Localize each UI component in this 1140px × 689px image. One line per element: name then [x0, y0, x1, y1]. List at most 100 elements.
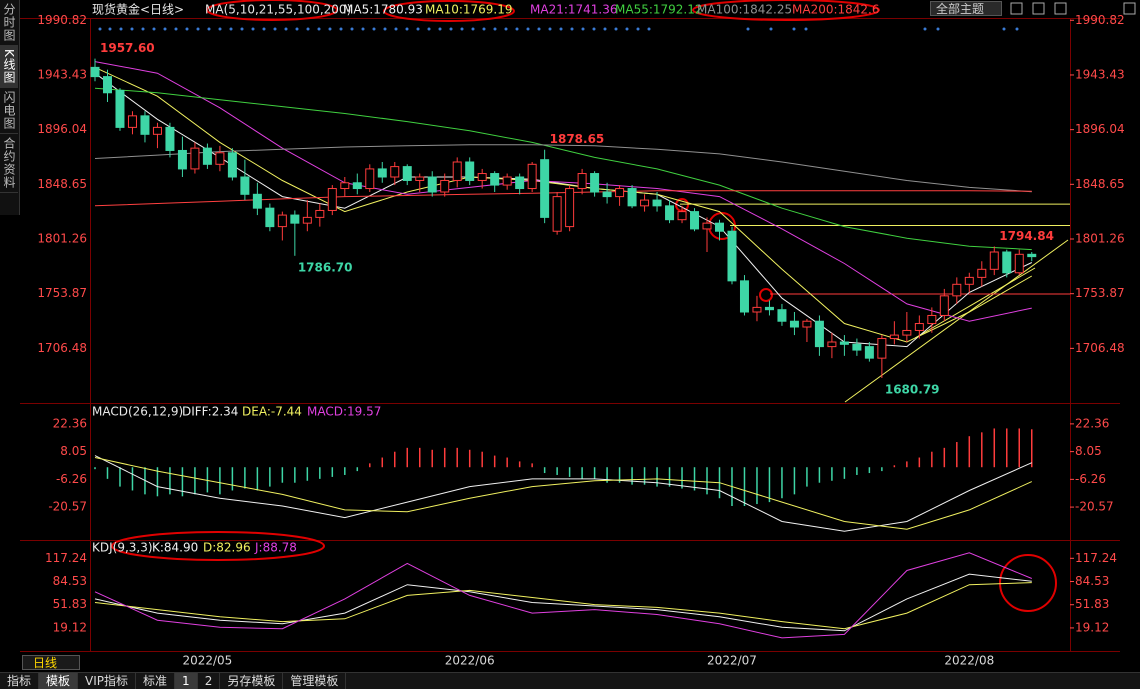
candle-body: [440, 179, 450, 193]
candle-body: [715, 222, 724, 232]
toolbar-item[interactable]: 指标: [0, 673, 40, 689]
marker-dot: [152, 27, 156, 31]
marker-dot: [284, 27, 288, 31]
y-tick-label: 51.83: [53, 597, 87, 611]
series-line: [94, 190, 1032, 207]
series-line: [94, 61, 1032, 322]
trend-line: [914, 267, 1036, 339]
toolbar-item[interactable]: 1: [175, 673, 198, 689]
legend-entry: MACD:19.57: [307, 405, 381, 419]
candle-body: [852, 343, 862, 351]
y-tick-label: 1753.87: [37, 286, 87, 300]
y-tick-label: 1943.43: [1075, 67, 1125, 81]
legend-entry: MA55:1792.12: [615, 3, 703, 17]
y-tick-label: 22.36: [53, 416, 87, 430]
marker-dot: [603, 27, 607, 31]
panel-title: KDJ(9,3,3): [92, 541, 153, 555]
x-tick-label: 2022/07: [707, 654, 757, 668]
marker-dot: [174, 27, 178, 31]
sidebar-tab[interactable]: 闪电图: [0, 88, 18, 134]
candle-body: [315, 209, 325, 218]
marker-dot: [339, 27, 343, 31]
marker-dot: [328, 27, 332, 31]
marker-dot: [504, 27, 508, 31]
y-tick-label: 1990.82: [1075, 13, 1125, 27]
toolbar-item[interactable]: 标准: [136, 673, 176, 689]
candle-body: [202, 147, 212, 165]
marker-dot: [515, 27, 519, 31]
sidebar-tab[interactable]: 分时图: [0, 0, 18, 46]
marker-dot: [537, 27, 541, 31]
y-tick-label: 1943.43: [37, 67, 87, 81]
marker-dot: [240, 27, 244, 31]
candle-body: [739, 280, 749, 313]
series-line: [94, 66, 1033, 343]
toolbar: 指标 模板 VIP指标 标准 1 2 另存模板 管理模板: [0, 672, 1140, 689]
y-tick-label: 1990.82: [37, 13, 87, 27]
y-tick-label: 1706.48: [1075, 341, 1125, 355]
sidebar-tab[interactable]: K线图: [0, 46, 18, 88]
y-tick-label: 1706.48: [37, 341, 87, 355]
candle-body: [515, 176, 525, 190]
marker-dot: [207, 27, 211, 31]
candle-body: [640, 199, 650, 207]
candle-body: [90, 66, 100, 78]
candle-body: [752, 306, 762, 313]
candle-body: [290, 214, 300, 224]
candle-body: [177, 149, 187, 170]
series-line: [94, 144, 1032, 193]
marker-dot: [273, 27, 277, 31]
candle-body: [802, 320, 812, 328]
candle-body: [939, 295, 949, 316]
candle-body: [764, 306, 774, 311]
sidebar-tab[interactable]: 合约资料: [0, 134, 18, 193]
y-tick-label: 1848.65: [1075, 177, 1125, 191]
period-button[interactable]: 日线: [22, 655, 80, 670]
extreme-label: 1786.70: [298, 260, 353, 274]
candle-body: [1027, 253, 1037, 258]
marker-dot: [482, 27, 486, 31]
candle-body: [127, 115, 137, 128]
y-tick-label: 1753.87: [1075, 286, 1125, 300]
marker-dot: [427, 27, 431, 31]
toolbar-item[interactable]: 管理模板: [283, 673, 347, 689]
toolbar-item[interactable]: 模板: [39, 673, 79, 689]
panel-title: 现货黄金<日线>: [92, 2, 184, 17]
y-tick-label: 8.05: [1075, 444, 1102, 458]
candle-body: [365, 168, 375, 190]
theme-button[interactable]: 全部主题: [930, 1, 1002, 16]
candle-body: [502, 176, 512, 186]
series-line: [94, 552, 1032, 639]
marker-dot: [394, 27, 398, 31]
candle-body: [602, 191, 612, 198]
legend-entry: MA21:1741.36: [530, 3, 618, 17]
series-line: [94, 72, 1033, 348]
marker-dot: [625, 27, 629, 31]
marker-dot: [923, 27, 927, 31]
marker-dot: [295, 27, 299, 31]
legend-entry: MA10:1769.19: [425, 3, 513, 17]
x-tick-label: 2022/05: [182, 654, 232, 668]
y-tick-label: 1801.26: [1075, 232, 1125, 246]
marker-dot: [262, 27, 266, 31]
candle-body: [402, 166, 412, 181]
marker-dot: [559, 27, 563, 31]
candle-body: [927, 314, 937, 325]
window-icons: [1010, 2, 1136, 15]
toolbar-item[interactable]: 2: [198, 673, 221, 689]
x-tick-label: 2022/06: [445, 654, 495, 668]
toolbar-item[interactable]: VIP指标: [78, 673, 137, 689]
y-tick-label: 117.24: [45, 551, 87, 565]
candle-body: [1014, 253, 1024, 274]
marker-dot: [936, 27, 940, 31]
marker-dot: [218, 27, 222, 31]
candle-body: [702, 222, 712, 230]
marker-dot: [769, 27, 773, 31]
candle-body: [590, 173, 600, 193]
marker-dot: [804, 27, 808, 31]
toolbar-item[interactable]: 另存模板: [220, 673, 284, 689]
candle-body: [152, 126, 162, 135]
y-tick-label: 117.24: [1075, 551, 1117, 565]
marker-dot: [647, 27, 651, 31]
